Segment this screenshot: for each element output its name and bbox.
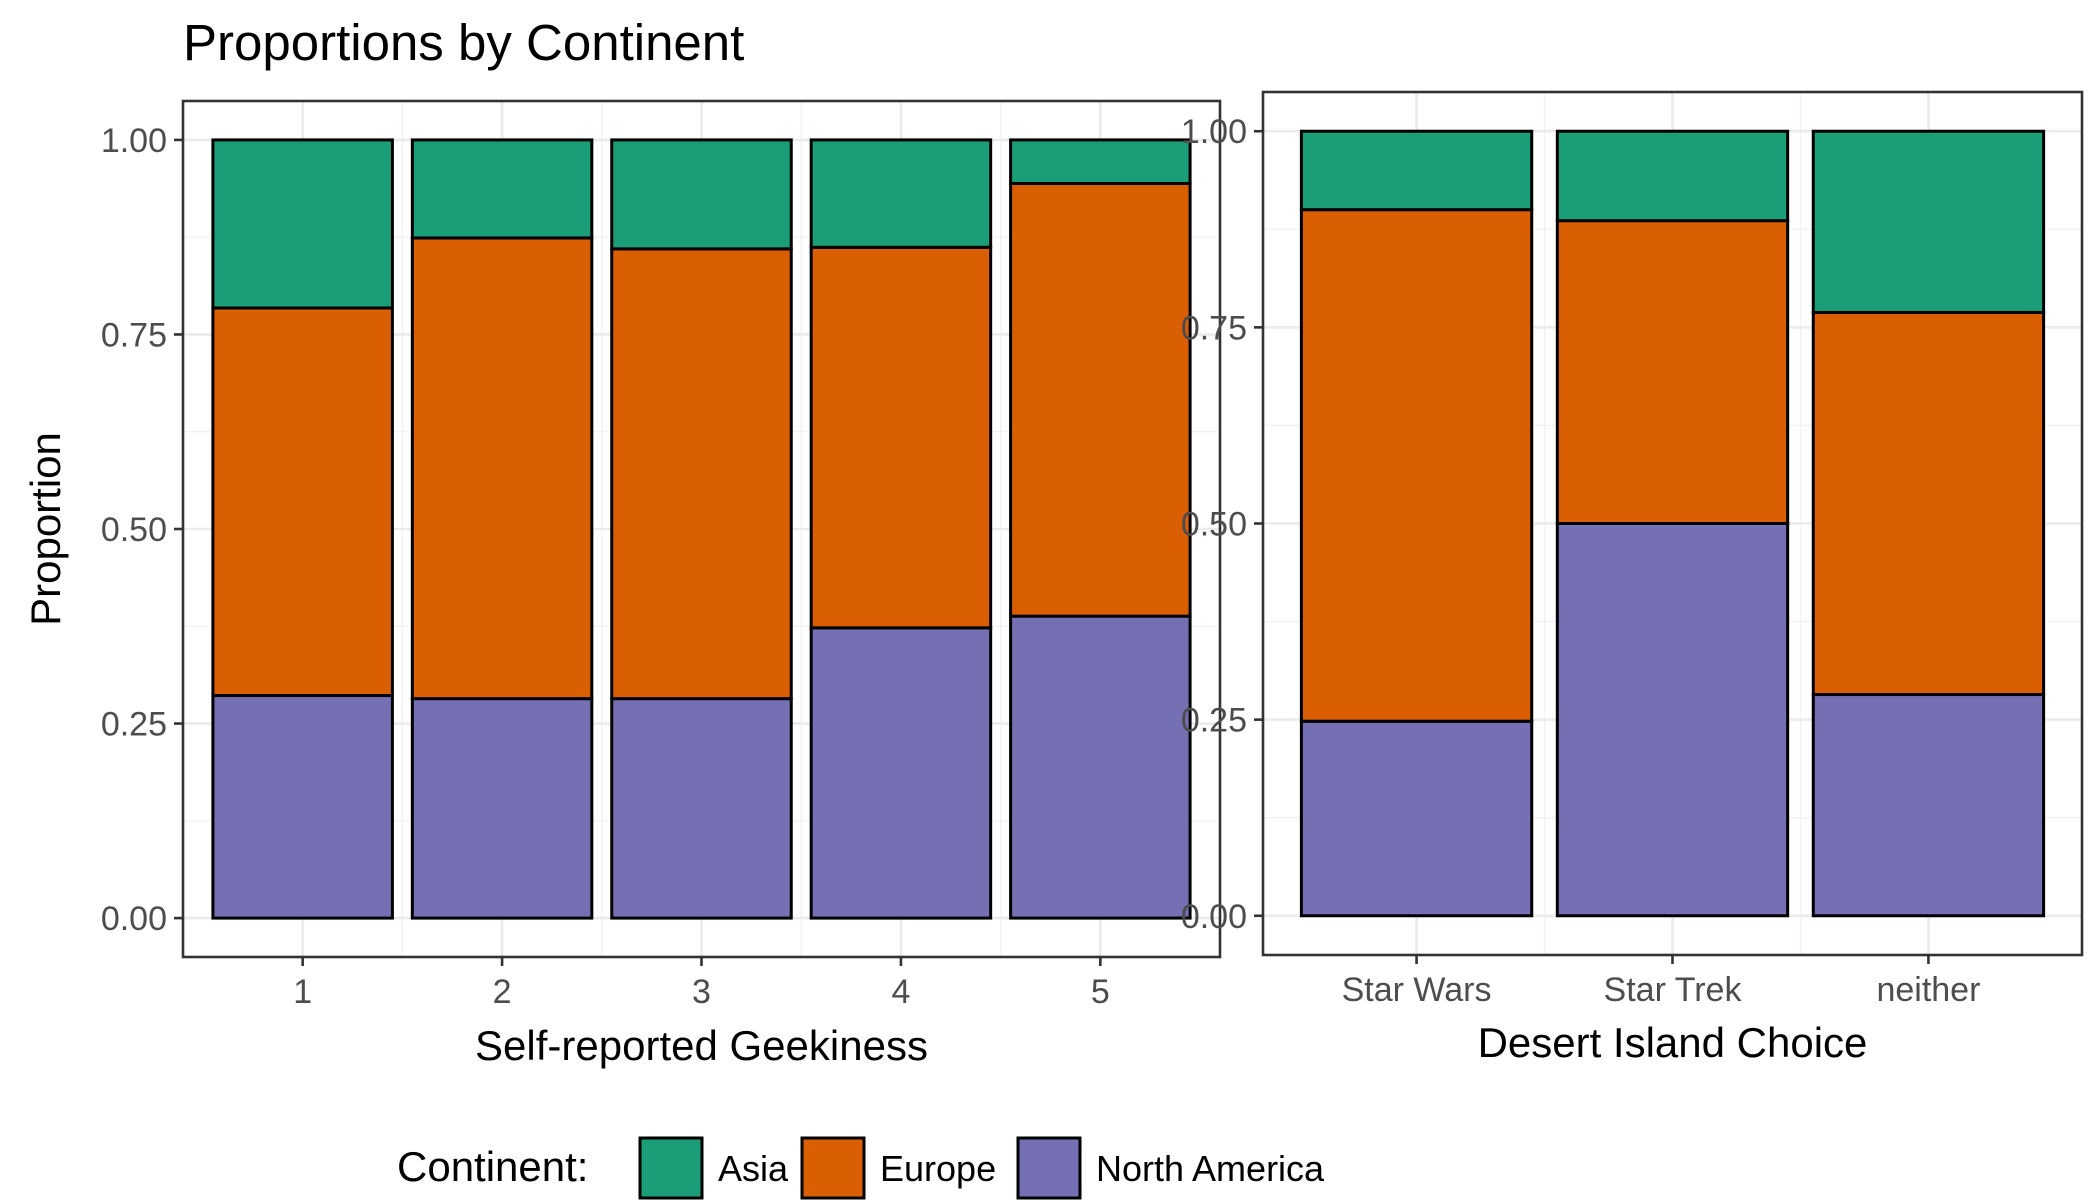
legend-label-asia: Asia: [718, 1148, 789, 1189]
legend-title: Continent:: [397, 1143, 588, 1190]
geekiness-bar-1-europe: [211, 306, 394, 698]
geekiness-bar-5-north-america: [1009, 614, 1192, 920]
panel-geekiness: 0.00 0.25 0.50 0.75 1.00 1 2 3 4 5 Self-reported G…: [22, 99, 1222, 1069]
island-bar-neither-europe: [1811, 310, 2046, 697]
island-y-tick-label: 0.50: [1181, 506, 1247, 544]
geekiness-y-tick-label: 1.00: [101, 122, 167, 160]
island-y-tick-label: 0.00: [1181, 898, 1247, 936]
geekiness-bar-1-asia: [211, 138, 394, 310]
geekiness-x-tick-label: 2: [493, 973, 512, 1011]
legend-key-asia: [638, 1136, 704, 1200]
island-x-tick-label: neither: [1876, 971, 1980, 1009]
geekiness-x-axis-title: Self-reported Geekiness: [475, 1022, 928, 1069]
geekiness-x-tick-label: 3: [692, 973, 711, 1011]
legend-key-north-america: [1016, 1136, 1082, 1200]
island-y-tick-label: 0.75: [1181, 309, 1247, 347]
geekiness-bar-1-north-america: [211, 694, 394, 920]
island-bar-star-wars-europe: [1299, 208, 1534, 723]
geekiness-bar-4-asia: [809, 138, 993, 249]
geekiness-bar-2-asia: [410, 138, 594, 240]
island-y-tick-label: 0.25: [1181, 702, 1247, 740]
island-y-tick-label: 1.00: [1181, 113, 1247, 151]
geekiness-bar-3-europe: [610, 247, 793, 701]
island-x-tick-label: Star Trek: [1604, 971, 1743, 1009]
geekiness-y-tick-label: 0.25: [101, 706, 167, 744]
island-bar-star-wars-asia: [1299, 129, 1534, 212]
legend-label-north-america: North America: [1096, 1148, 1325, 1189]
legend-key-europe: [800, 1136, 866, 1200]
island-x-axis-title: Desert Island Choice: [1478, 1019, 1868, 1066]
geekiness-y-axis-title: Proportion: [22, 432, 69, 626]
geekiness-bar-4-europe: [809, 245, 993, 630]
geekiness-x-tick-label: 4: [891, 973, 910, 1011]
geekiness-bar-4-north-america: [809, 626, 993, 920]
legend: Continent: Asia Europe North America: [397, 1136, 1325, 1200]
island-bar-neither-asia: [1811, 129, 2046, 314]
geekiness-x-tick-label: 5: [1091, 973, 1110, 1011]
geekiness-y-tick-label: 0.50: [101, 511, 167, 549]
island-bar-star-trek-north-america: [1555, 522, 1790, 918]
geekiness-bar-5-europe: [1009, 181, 1192, 618]
island-bar-neither-north-america: [1811, 693, 2046, 918]
geekiness-y-tick-label: 0.00: [101, 900, 167, 938]
island-bar-star-trek-asia: [1555, 129, 1790, 223]
geekiness-bar-5-asia: [1009, 138, 1192, 185]
panel-desert-island: 0.00 0.25 0.50 0.75 1.00 Star Wars Star Trek ne…: [1181, 90, 2084, 1066]
geekiness-y-tick-label: 0.75: [101, 316, 167, 354]
island-x-tick-label: Star Wars: [1342, 971, 1492, 1009]
geekiness-bar-2-europe: [410, 236, 594, 701]
island-bar-star-trek-europe: [1555, 219, 1790, 525]
geekiness-bar-3-north-america: [610, 697, 793, 920]
chart-title: Proportions by Continent: [183, 14, 744, 71]
legend-label-europe: Europe: [880, 1148, 996, 1189]
island-bar-star-wars-north-america: [1299, 719, 1534, 918]
geekiness-bar-3-asia: [610, 138, 793, 251]
geekiness-x-tick-label: 1: [293, 973, 312, 1011]
geekiness-bar-2-north-america: [410, 697, 594, 920]
